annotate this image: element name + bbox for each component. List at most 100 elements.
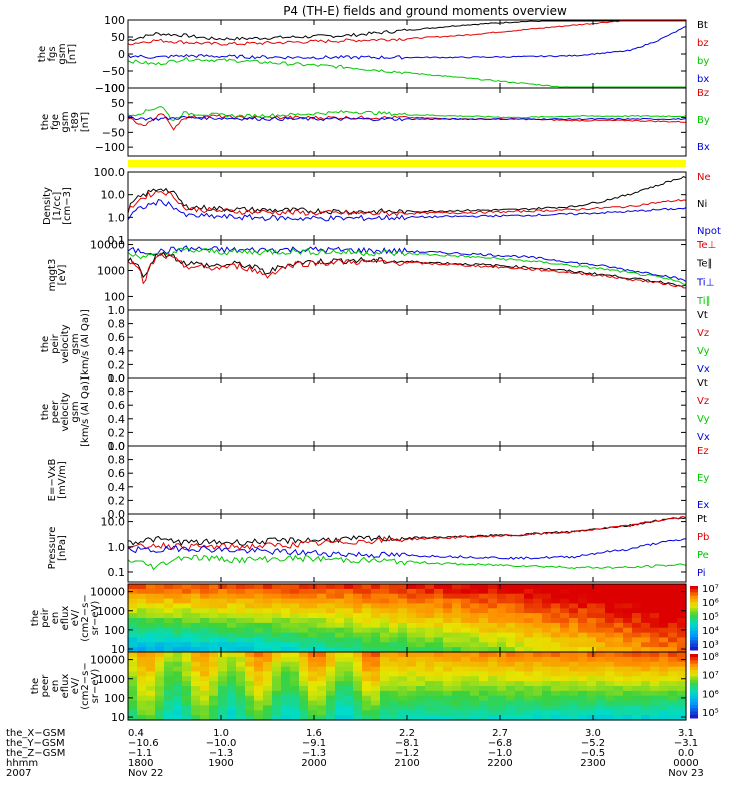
spectrogram-cell — [146, 584, 156, 590]
spectrogram-cell — [497, 618, 507, 624]
spectrogram-cell — [506, 618, 516, 624]
spectrogram-cell — [497, 715, 507, 721]
spectrogram-cell — [434, 710, 444, 716]
spectrogram-cell — [335, 700, 345, 707]
spectrogram-cell — [524, 710, 534, 716]
spectrogram-cell — [443, 593, 453, 600]
spectrogram-cell — [524, 681, 534, 687]
y-tick-label: −100 — [95, 141, 125, 154]
spectrogram-cell — [191, 647, 201, 653]
spectrogram-cell — [353, 715, 363, 721]
y-tick-label: 0.6 — [108, 331, 126, 344]
spectrogram-cell — [389, 652, 399, 658]
spectrogram-cell — [155, 656, 165, 663]
spectrogram-cell — [308, 647, 318, 653]
y-axis-label: [nPa] — [57, 535, 68, 561]
spectrogram-cell — [200, 642, 210, 648]
spectrogram-cell — [173, 666, 183, 673]
spectrogram-cell — [488, 681, 498, 687]
spectrogram-cell — [263, 622, 273, 629]
spectrogram-cell — [488, 666, 498, 673]
spectrogram-cell — [434, 681, 444, 687]
spectrogram-cell — [236, 622, 246, 629]
xaxis-value: 1800 — [128, 758, 153, 769]
y-tick-label: 0 — [118, 48, 125, 61]
spectrogram-cell — [470, 622, 480, 629]
spectrogram-cell — [632, 681, 642, 687]
spectrogram-cell — [371, 622, 381, 629]
y-tick-label: 1000 — [97, 265, 125, 278]
spectrogram-cell — [515, 656, 525, 663]
spectrogram-cell — [380, 690, 390, 697]
spectrogram-cell — [155, 627, 165, 634]
series-line-Pt — [127, 517, 687, 547]
spectrogram-cell — [605, 584, 615, 590]
spectrogram-cell — [506, 647, 516, 653]
spectrogram-cell — [587, 695, 597, 702]
spectrogram-cell — [164, 681, 174, 687]
spectrogram-cell — [164, 690, 174, 697]
spectrogram-cell — [533, 584, 543, 590]
spectrogram-cell — [353, 608, 363, 614]
spectrogram-cell — [425, 608, 435, 614]
spectrogram-cell — [677, 584, 687, 590]
spectrogram-cell — [668, 681, 678, 687]
spectrogram-cell — [470, 671, 480, 677]
spectrogram-cell — [515, 681, 525, 687]
y-axis-label: gsm — [60, 111, 71, 132]
y-tick-label: 0.4 — [108, 413, 126, 426]
spectrogram-cell — [281, 715, 291, 721]
spectrogram-cell — [236, 588, 246, 595]
spectrogram-cell — [227, 584, 237, 590]
spectrogram-cell — [452, 710, 462, 716]
colorbar-segment — [690, 711, 698, 716]
spectrogram-cell — [272, 666, 282, 673]
spectrogram-cell — [128, 627, 138, 634]
spectrogram-cell — [344, 588, 354, 595]
spectrogram-cell — [452, 632, 462, 639]
spectrogram-cell — [344, 632, 354, 639]
spectrogram-cell — [551, 598, 561, 605]
spectrogram-cell — [254, 647, 264, 653]
spectrogram-cell — [614, 627, 624, 634]
spectrogram-cell — [677, 681, 687, 687]
y-axis-label: the — [30, 610, 41, 626]
spectrogram-cell — [389, 598, 399, 605]
spectrogram-cell — [668, 642, 678, 648]
xaxis-value: −1.3 — [302, 748, 326, 759]
spectrogram-cell — [659, 632, 669, 639]
spectrogram-cell — [191, 705, 201, 711]
y-axis-label: [km/s (Al Qa)] — [80, 309, 91, 379]
spectrogram-cell — [164, 618, 174, 624]
spectrogram-cell — [317, 695, 327, 702]
spectrogram-cell — [425, 656, 435, 663]
spectrogram-cell — [146, 593, 156, 600]
spectrogram-cell — [218, 642, 228, 648]
spectrogram-cell — [155, 695, 165, 702]
spectrogram-cell — [632, 647, 642, 653]
y-axis-label: sr−eV) — [90, 601, 101, 636]
spectrogram-cell — [425, 671, 435, 677]
spectrogram-cell — [218, 632, 228, 639]
spectrogram-cell — [308, 593, 318, 600]
spectrogram-cell — [254, 700, 264, 707]
legend-item: Ey — [697, 473, 709, 484]
spectrogram-cell — [272, 686, 282, 692]
spectrogram-cell — [353, 695, 363, 702]
y-tick-label: 10000 — [90, 586, 125, 599]
spectrogram-cell — [488, 598, 498, 605]
spectrogram-cell — [191, 700, 201, 707]
spectrogram-cell — [146, 690, 156, 697]
spectrogram-cell — [209, 676, 219, 682]
spectrogram-cell — [290, 618, 300, 624]
spectrogram-cell — [578, 632, 588, 639]
spectrogram-cell — [362, 642, 372, 648]
spectrogram-cell — [506, 588, 516, 595]
spectrogram-cell — [614, 622, 624, 629]
spectrogram-cell — [425, 695, 435, 702]
spectrogram-cell — [605, 681, 615, 687]
y-tick-label: 100.0 — [94, 166, 126, 179]
spectrogram-cell — [650, 588, 660, 595]
spectrogram-cell — [209, 632, 219, 639]
